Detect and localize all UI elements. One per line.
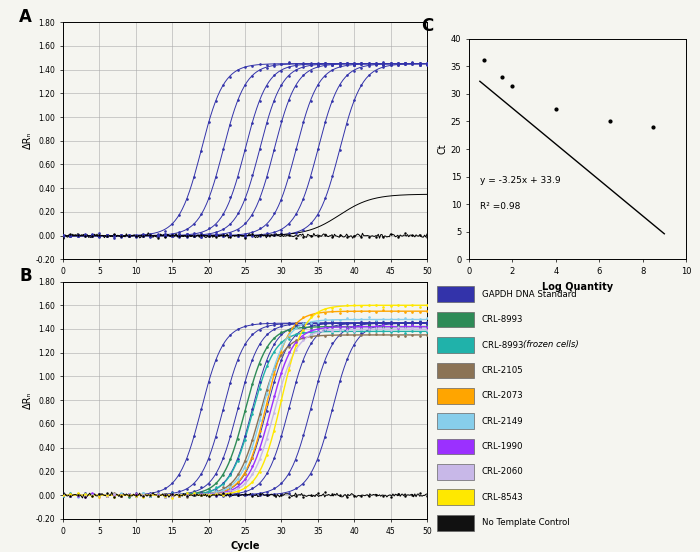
Text: (frozen cells): (frozen cells): [523, 341, 579, 349]
Text: CRL-8993: CRL-8993: [482, 341, 526, 349]
Text: CRL-2060: CRL-2060: [482, 468, 524, 476]
Text: CRL-8993: CRL-8993: [482, 315, 524, 324]
Y-axis label: Ct: Ct: [438, 144, 448, 155]
Bar: [437, 286, 474, 302]
Text: GAPDH DNA Standard: GAPDH DNA Standard: [482, 290, 577, 299]
Bar: [437, 388, 474, 404]
Text: C: C: [421, 17, 433, 35]
Bar: [437, 363, 474, 378]
Text: CRL-2149: CRL-2149: [482, 417, 524, 426]
Y-axis label: ΔRₙ: ΔRₙ: [23, 391, 33, 409]
Bar: [437, 337, 474, 353]
Text: CRL-2073: CRL-2073: [482, 391, 524, 400]
Text: CRL-1990: CRL-1990: [482, 442, 524, 451]
Bar: [437, 439, 474, 454]
Bar: [437, 490, 474, 505]
Text: R² =0.98: R² =0.98: [480, 202, 520, 211]
Bar: [437, 312, 474, 327]
Text: CRL-8543: CRL-8543: [482, 493, 524, 502]
Bar: [437, 464, 474, 480]
Text: CRL-2105: CRL-2105: [482, 366, 524, 375]
Bar: [437, 515, 474, 530]
X-axis label: Cycle: Cycle: [230, 541, 260, 551]
X-axis label: Cycle: Cycle: [230, 282, 260, 291]
X-axis label: Log Quantity: Log Quantity: [542, 282, 613, 291]
Y-axis label: ΔRₙ: ΔRₙ: [23, 132, 33, 150]
Text: A: A: [20, 8, 32, 26]
Bar: [437, 413, 474, 429]
Text: y = -3.25x + 33.9: y = -3.25x + 33.9: [480, 176, 561, 184]
Text: B: B: [20, 267, 32, 285]
Text: No Template Control: No Template Control: [482, 518, 570, 527]
